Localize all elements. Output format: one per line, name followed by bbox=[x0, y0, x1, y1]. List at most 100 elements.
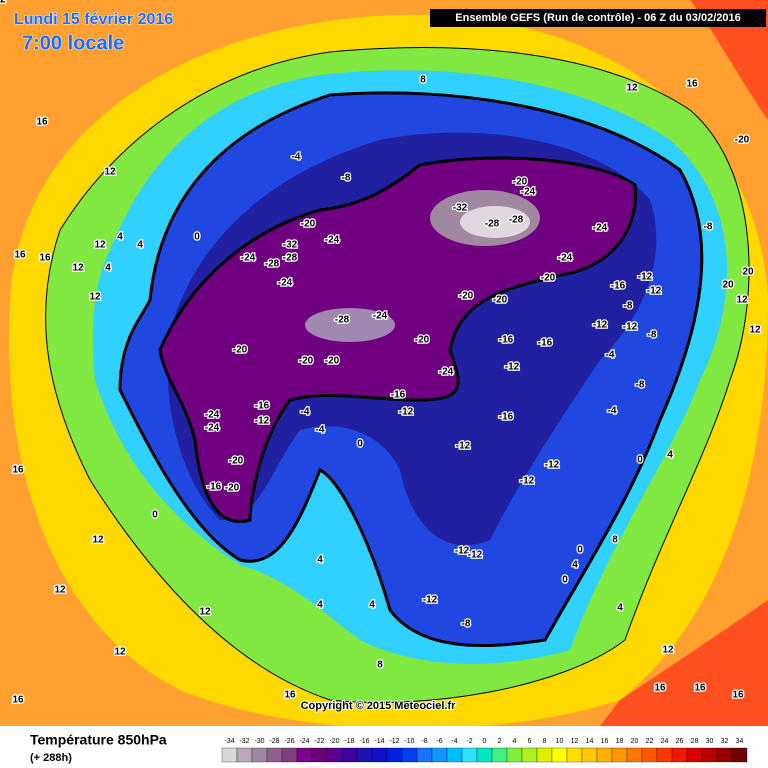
contour-label: -16 bbox=[255, 401, 270, 412]
color-swatch bbox=[626, 747, 643, 763]
contour-label: 0 bbox=[152, 510, 158, 521]
contour-label: -12 bbox=[423, 595, 438, 606]
contour-label: -8 bbox=[342, 173, 351, 184]
scale-label: 18 bbox=[616, 738, 624, 745]
contour-label: -16 bbox=[538, 338, 553, 349]
contour-label: -20 bbox=[459, 291, 474, 302]
band-purple bbox=[158, 156, 637, 523]
color-swatch bbox=[641, 747, 658, 763]
color-swatch bbox=[506, 747, 523, 763]
scale-label: 30 bbox=[706, 738, 714, 745]
contour-label: -8 bbox=[636, 380, 645, 391]
scale-label: 2 bbox=[498, 738, 502, 745]
contour-label: -20 bbox=[415, 335, 430, 346]
scale-label: 20 bbox=[631, 738, 639, 745]
time: 7:00 locale bbox=[22, 32, 124, 54]
scale-label: 6 bbox=[528, 738, 532, 745]
color-swatch bbox=[416, 747, 433, 763]
contour-label: 4 bbox=[369, 600, 375, 611]
scale-label: 0 bbox=[483, 738, 487, 745]
scale-label: -28 bbox=[269, 738, 279, 745]
scale-label: -30 bbox=[254, 738, 264, 745]
contour-label: 8 bbox=[377, 660, 383, 671]
contour-label: -4 bbox=[606, 350, 615, 361]
contour-label: 8 bbox=[612, 535, 618, 546]
contour-label: 12 bbox=[626, 83, 638, 94]
scale-label: -10 bbox=[404, 738, 414, 745]
contour-label: -12 bbox=[638, 272, 653, 283]
contour-label: -16 bbox=[391, 390, 406, 401]
contour-label: -16 bbox=[611, 281, 626, 292]
color-swatch bbox=[656, 747, 673, 763]
contour-label: -20 bbox=[325, 356, 340, 367]
scale-label: -2 bbox=[466, 738, 472, 745]
contour-label: -28 bbox=[283, 253, 298, 264]
color-swatch bbox=[611, 747, 628, 763]
color-swatch bbox=[281, 747, 298, 763]
color-swatch bbox=[311, 747, 328, 763]
contour-label: 20 bbox=[722, 280, 734, 291]
contour-label: -4 bbox=[316, 425, 325, 436]
color-swatch bbox=[296, 747, 313, 763]
color-swatch bbox=[266, 747, 283, 763]
contour-label: -12 bbox=[255, 416, 270, 427]
color-swatch bbox=[236, 747, 253, 763]
contour-label: -20 bbox=[233, 345, 248, 356]
color-swatch bbox=[686, 747, 703, 763]
contour-label: -4 bbox=[292, 152, 301, 163]
contour-label: 12 bbox=[94, 240, 106, 251]
scale-label: -6 bbox=[436, 738, 442, 745]
scale-label: 8 bbox=[543, 738, 547, 745]
contour-label: -8 bbox=[704, 222, 713, 233]
contour-label: -12 bbox=[455, 546, 470, 557]
contour-label: 16 bbox=[284, 690, 296, 701]
contour-label: -32 bbox=[283, 240, 298, 251]
contour-label: -12 bbox=[545, 460, 560, 471]
contour-label: -24 bbox=[241, 253, 256, 264]
contour-label: -12 bbox=[623, 322, 638, 333]
contour-label: 16 bbox=[694, 683, 706, 694]
model-run: Ensemble GEFS (Run de contrôle) - 06 Z d… bbox=[455, 12, 740, 24]
contour-label: 12 bbox=[104, 167, 116, 178]
contour-label: 12 bbox=[54, 585, 66, 596]
contour-label: -28 bbox=[509, 215, 524, 226]
scale-label: -4 bbox=[451, 738, 457, 745]
contour-label: 0 bbox=[194, 232, 200, 243]
contour-label: 12 bbox=[0, 0, 6, 6]
contour-label: 4 bbox=[117, 232, 123, 243]
scale-label: 26 bbox=[676, 738, 684, 745]
scale-label: -32 bbox=[239, 738, 249, 745]
contour-label: -24 bbox=[439, 367, 454, 378]
contour-label: -24 bbox=[558, 253, 573, 264]
scale-label: 28 bbox=[691, 738, 699, 745]
scale-label: -16 bbox=[359, 738, 369, 745]
color-swatch bbox=[731, 747, 748, 763]
contour-label: 4 bbox=[105, 263, 111, 274]
contour-label: 12 bbox=[736, 295, 748, 306]
copyright: Copyright © 2015 Meteociel.fr bbox=[301, 700, 457, 712]
contour-label: 12 bbox=[114, 647, 126, 658]
contour-label: 16 bbox=[12, 465, 24, 476]
band-hot bbox=[600, 0, 768, 726]
color-swatch bbox=[251, 747, 268, 763]
contour-label: -16 bbox=[207, 482, 222, 493]
contour-label: 4 bbox=[617, 603, 623, 614]
scale-label: -34 bbox=[224, 738, 234, 745]
contour-label: 12 bbox=[749, 325, 761, 336]
contour-label: -12 bbox=[647, 286, 662, 297]
contour-label: 16 bbox=[39, 253, 51, 264]
color-swatch bbox=[536, 747, 553, 763]
scale-label: 16 bbox=[601, 738, 609, 745]
contour-label: -4 bbox=[301, 407, 310, 418]
contour-label: 16 bbox=[36, 117, 48, 128]
contour-label: 16 bbox=[654, 683, 666, 694]
contour-label: 20 bbox=[742, 267, 754, 278]
date: Lundi 15 février 2016 bbox=[14, 11, 173, 28]
contour-label: 0 bbox=[637, 455, 643, 466]
contour-label: 4 bbox=[317, 600, 323, 611]
color-swatch bbox=[581, 747, 598, 763]
contour-label: 4 bbox=[137, 240, 143, 251]
scale-label: -22 bbox=[314, 738, 324, 745]
cold-core bbox=[305, 308, 395, 342]
